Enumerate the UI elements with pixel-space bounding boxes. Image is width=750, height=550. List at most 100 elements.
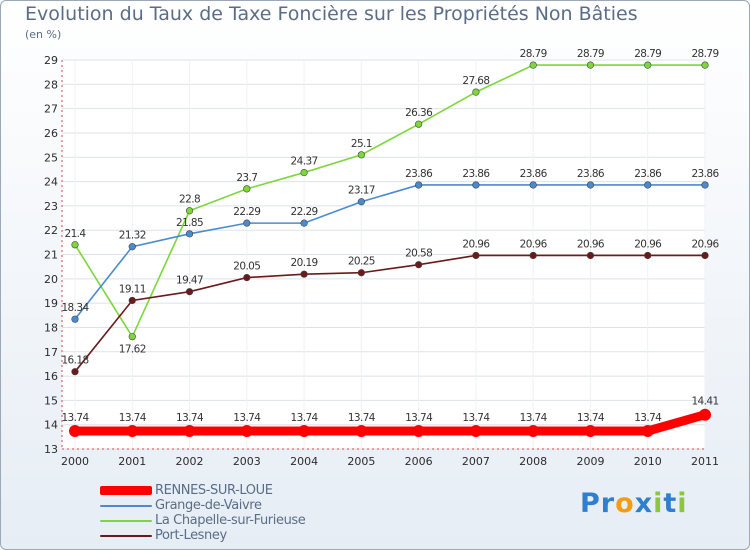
data-label: 13.74 — [405, 412, 433, 424]
data-label: 20.58 — [405, 248, 432, 260]
data-label: 21.4 — [65, 228, 87, 240]
data-point — [644, 61, 652, 69]
legend-label: RENNES-SUR-LOUE — [155, 483, 273, 498]
x-tick-label: 2000 — [61, 455, 89, 468]
legend-label: La Chapelle-sur-Furieuse — [155, 513, 306, 528]
legend-label: Grange-de-Vaivre — [155, 498, 262, 513]
x-tick-label: 2009 — [576, 455, 604, 468]
y-tick-label: 21 — [44, 249, 58, 262]
series-line — [74, 184, 705, 320]
data-label: 13.74 — [119, 412, 147, 424]
data-label: 23.86 — [520, 168, 548, 180]
legend-swatch — [100, 486, 152, 495]
data-point — [412, 425, 425, 438]
y-tick-label: 18 — [44, 321, 58, 334]
y-tick-label: 20 — [44, 273, 58, 286]
logo-letter: t — [663, 488, 678, 519]
data-label: 28.79 — [520, 48, 547, 60]
data-label: 13.74 — [291, 412, 319, 424]
data-point — [701, 181, 709, 189]
data-label: 19.47 — [176, 275, 203, 287]
x-tick-label: 2003 — [233, 455, 261, 468]
data-point — [69, 425, 81, 438]
data-label: 28.79 — [577, 48, 604, 60]
data-label: 13.74 — [577, 412, 605, 424]
data-label: 23.86 — [577, 168, 605, 180]
data-point — [701, 61, 709, 69]
data-point — [701, 251, 709, 260]
data-point — [300, 168, 308, 177]
data-label: 20.96 — [462, 238, 490, 250]
data-point — [355, 425, 368, 438]
data-point — [298, 425, 311, 438]
data-label: 13.74 — [176, 412, 204, 424]
logo-letter: r — [600, 488, 616, 519]
y-tick-label: 27 — [44, 103, 58, 116]
data-point — [240, 425, 253, 438]
data-point — [128, 333, 136, 341]
data-label: 25.1 — [351, 138, 372, 150]
data-point — [415, 120, 423, 128]
logo-letter: i — [677, 488, 688, 519]
data-point — [71, 368, 79, 376]
x-tick-label: 2002 — [176, 455, 204, 468]
data-label: 13.74 — [462, 412, 490, 424]
data-point — [415, 261, 423, 269]
data-label: 22.29 — [291, 206, 318, 218]
data-label: 28.79 — [634, 48, 661, 60]
x-tick-label: 2007 — [462, 455, 490, 468]
logo-letter: x — [634, 488, 654, 519]
y-tick-label: 25 — [44, 151, 58, 164]
data-point — [126, 425, 139, 438]
data-label: 17.62 — [119, 344, 146, 356]
data-point — [357, 151, 365, 159]
data-label: 22.29 — [233, 206, 260, 218]
data-label: 23.7 — [236, 172, 257, 184]
proxiti-logo: Proxiti — [580, 488, 688, 519]
x-tick-label: 2008 — [519, 455, 547, 468]
data-point — [699, 408, 711, 421]
data-label: 20.19 — [291, 257, 318, 269]
data-point — [641, 425, 654, 438]
data-label: 23.86 — [634, 168, 662, 180]
y-tick-label: 19 — [44, 297, 58, 310]
data-label: 20.96 — [634, 238, 662, 250]
data-point — [584, 425, 597, 438]
data-label: 16.18 — [61, 355, 88, 367]
data-point — [472, 88, 480, 96]
data-point — [128, 243, 136, 251]
data-label: 13.74 — [634, 412, 662, 424]
data-label: 20.05 — [233, 261, 260, 273]
data-point — [472, 251, 480, 260]
data-label: 23.86 — [405, 168, 433, 180]
data-label: 27.68 — [462, 75, 489, 87]
data-point — [357, 269, 365, 277]
data-label: 13.74 — [348, 412, 376, 424]
logo-letter: P — [580, 488, 601, 519]
data-label: 23.17 — [348, 185, 375, 197]
data-point — [644, 251, 652, 260]
logo-letter: o — [615, 488, 635, 519]
series-line — [70, 410, 710, 436]
data-label: 21.32 — [119, 230, 146, 242]
data-point — [128, 296, 136, 305]
data-label: 22.8 — [179, 194, 200, 206]
data-point — [529, 251, 537, 260]
x-tick-label: 2005 — [347, 455, 375, 468]
data-point — [300, 270, 308, 278]
data-point — [71, 315, 79, 323]
x-tick-label: 2004 — [290, 455, 318, 468]
y-tick-label: 23 — [44, 200, 58, 213]
data-point — [185, 288, 194, 296]
series-line — [74, 254, 705, 373]
y-tick-label: 14 — [44, 419, 58, 432]
data-label: 18.34 — [61, 302, 89, 314]
data-point — [243, 273, 251, 282]
data-point — [183, 425, 196, 438]
data-point — [529, 181, 537, 189]
data-label: 23.86 — [691, 168, 719, 180]
data-label: 26.36 — [405, 107, 433, 119]
x-tick-label: 2010 — [634, 455, 662, 468]
data-point — [185, 207, 194, 215]
